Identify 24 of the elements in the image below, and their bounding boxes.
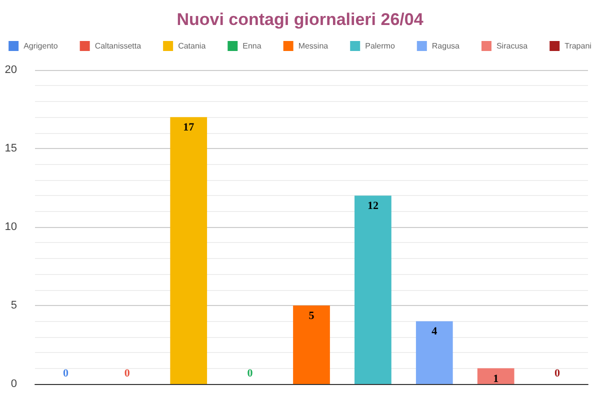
data-label: 5	[308, 310, 315, 322]
y-tick-label: 10	[4, 221, 17, 233]
legend-label: Catania	[178, 42, 206, 50]
data-label: 0	[247, 368, 254, 380]
y-tick-label: 20	[4, 64, 17, 76]
y-tick-label: 5	[10, 300, 17, 312]
legend-label: Agrigento	[24, 42, 58, 50]
data-label: 0	[554, 368, 561, 380]
legend-label: Palermo	[365, 42, 396, 50]
legend-label: Ragusa	[432, 42, 460, 50]
data-label: 0	[62, 368, 69, 380]
legend-label: Siracusa	[496, 42, 528, 50]
data-label: 1	[493, 372, 499, 385]
legend-label: Messina	[298, 42, 329, 50]
data-label: 0	[124, 368, 130, 380]
y-tick-label: 0	[10, 378, 17, 390]
data-label: 12	[367, 200, 379, 212]
data-label: 4	[432, 326, 438, 338]
legend-label: Trapani	[564, 42, 592, 50]
legend-label: Caltanissetta	[94, 42, 142, 50]
legend-label: Enna	[242, 42, 262, 50]
data-label: 17	[183, 122, 195, 134]
chart-title: Nuovi contagi giornalieri 26/04	[176, 10, 424, 29]
y-tick-label: 15	[4, 142, 17, 154]
